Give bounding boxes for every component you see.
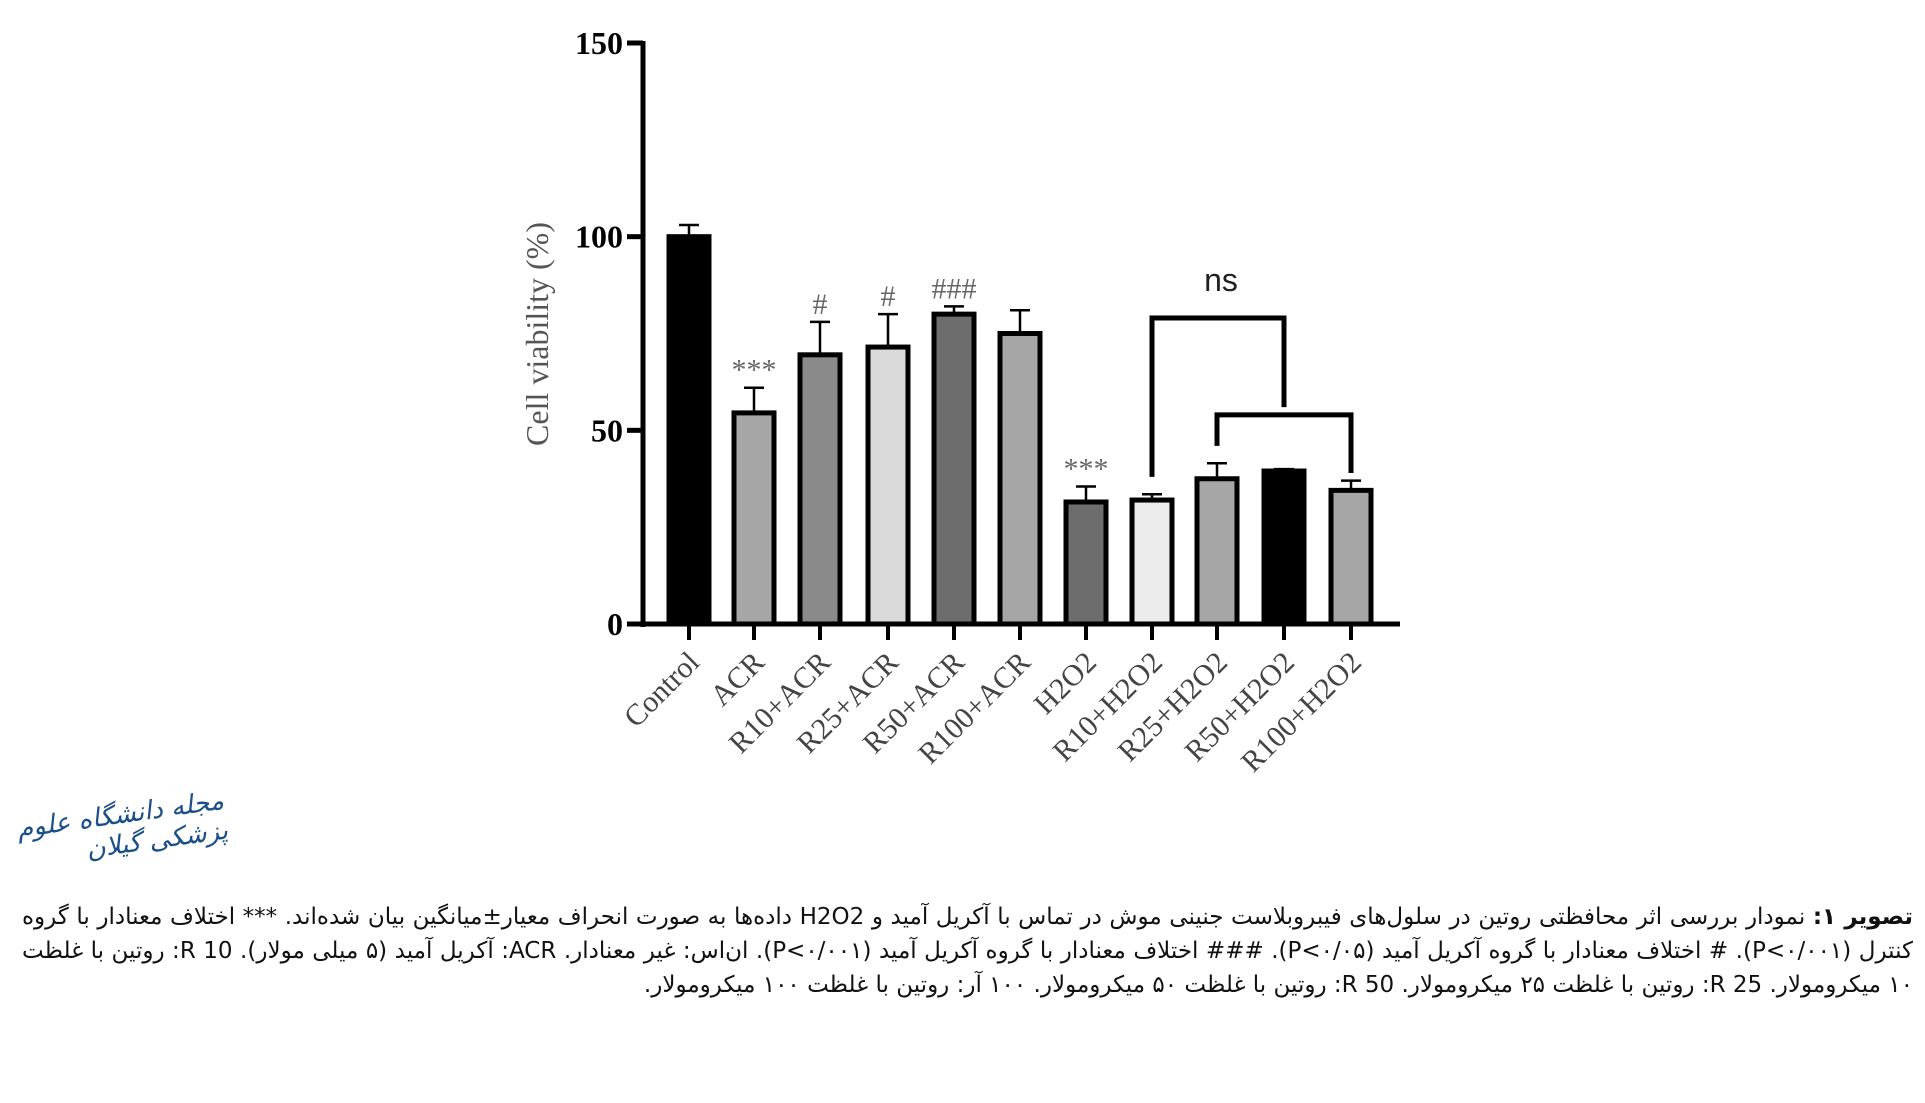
significance-marker: # <box>881 280 896 313</box>
significance-marker: *** <box>1064 452 1109 485</box>
y-tick-label: 150 <box>575 25 623 61</box>
bar-r50-h2o2 <box>1261 468 1307 627</box>
bar-acr <box>731 410 777 627</box>
bar-r100-acr <box>997 331 1043 627</box>
bar-r25-acr <box>865 344 911 627</box>
bar-r25-h2o2 <box>1194 476 1240 627</box>
caption-line-2: ان‌اس: غیر معنادار. ACR: آکریل آمید (۵ م… <box>22 938 1913 998</box>
significance-marker: *** <box>732 354 777 387</box>
significance-bracket <box>1149 315 1287 477</box>
bar-h2o2 <box>1063 499 1109 627</box>
significance-marker: ### <box>932 272 977 305</box>
significance-bracket <box>1214 412 1354 473</box>
y-tick-label: 50 <box>591 412 623 448</box>
bar-r10-acr <box>797 352 843 627</box>
x-tick-label: Control <box>618 646 706 734</box>
bar-control <box>666 234 712 627</box>
y-tick-label: 0 <box>607 606 623 642</box>
x-tick-labels: ControlACRR10+ACRR25+ACRR50+ACRR100+ACRH… <box>618 646 1368 779</box>
bar-r100-h2o2 <box>1328 487 1374 627</box>
bar-r50-acr <box>931 311 977 627</box>
ns-label: ns <box>1204 262 1238 298</box>
y-tick-label: 100 <box>575 219 623 255</box>
caption-line-1: نمودار بررسی اثر محافظتی روتین در سلول‌ه… <box>22 904 1913 964</box>
y-axis-label: Cell viability (%) <box>519 222 555 446</box>
caption-label: تصویر ۱: <box>1812 904 1914 930</box>
bar-r10-h2o2 <box>1129 497 1175 627</box>
bars: ***# # ###***ns <box>666 223 1374 627</box>
figure-caption: تصویر ۱: نمودار بررسی اثر محافظتی روتین … <box>22 900 1913 1002</box>
significance-marker: # <box>813 288 828 321</box>
